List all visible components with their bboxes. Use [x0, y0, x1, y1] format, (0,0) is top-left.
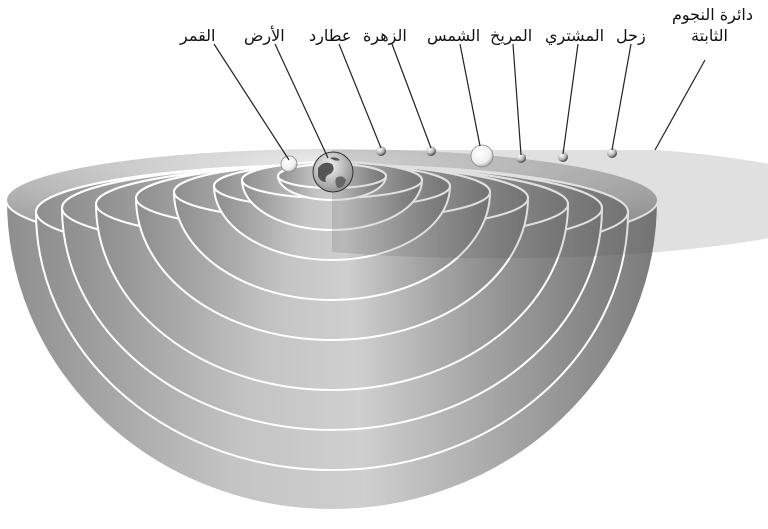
label-mars: المريخ: [490, 26, 533, 45]
jupiter-body: [558, 152, 568, 162]
cavity-shadow: [332, 150, 768, 259]
mercury-leader: [338, 43, 382, 149]
label-fixed-stars-line1: دائرة النجوم: [672, 5, 753, 24]
jupiter-leader: [562, 43, 579, 155]
moon-body: [280, 155, 298, 173]
label-moon: القمر: [180, 26, 216, 45]
label-mercury: عطارد: [309, 26, 352, 45]
saturn-leader: [611, 43, 632, 151]
label-fixed-stars-line2: الثابتة: [691, 26, 728, 45]
earth-leader: [274, 43, 329, 159]
venus-leader: [391, 43, 432, 149]
sun-body: [470, 144, 494, 168]
sun-leader: [459, 43, 481, 147]
label-jupiter: المشتري: [545, 26, 605, 45]
leader-lines: [213, 43, 706, 161]
mars-leader: [512, 43, 522, 156]
label-sun: الشمس: [427, 26, 481, 45]
saturn-body: [607, 148, 617, 158]
mercury-body: [376, 146, 386, 156]
label-saturn: زحل: [616, 26, 646, 45]
venus-body: [426, 146, 436, 156]
label-earth: الأرض: [244, 26, 285, 45]
label-venus: الزهرة: [363, 26, 407, 45]
celestial-spheres: [4, 147, 768, 511]
moon-leader: [213, 43, 290, 161]
fixed-stars-leader: [654, 59, 706, 151]
mars-body: [516, 153, 526, 163]
earth-globe: [312, 151, 354, 193]
